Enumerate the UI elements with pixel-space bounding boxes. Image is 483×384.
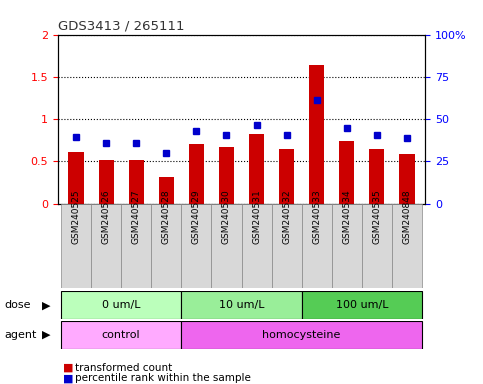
Bar <box>219 147 234 204</box>
Text: ▶: ▶ <box>42 330 50 340</box>
Text: ▶: ▶ <box>42 300 50 310</box>
Bar <box>121 204 151 288</box>
Text: GSM240532: GSM240532 <box>282 189 291 244</box>
Bar <box>61 204 91 288</box>
Bar <box>69 152 84 204</box>
Bar <box>159 177 174 204</box>
Bar <box>392 204 422 288</box>
Text: GSM240533: GSM240533 <box>312 189 321 244</box>
Bar <box>302 204 332 288</box>
Bar <box>212 204 242 288</box>
Text: 10 um/L: 10 um/L <box>219 300 264 310</box>
Text: ■: ■ <box>63 373 73 383</box>
Bar <box>279 149 294 204</box>
Text: GSM240534: GSM240534 <box>342 189 351 244</box>
Text: ■: ■ <box>63 363 73 373</box>
Text: GSM240527: GSM240527 <box>132 189 141 244</box>
Bar <box>302 291 422 319</box>
Text: dose: dose <box>5 300 31 310</box>
Text: GSM240535: GSM240535 <box>372 189 382 244</box>
Bar <box>91 204 121 288</box>
Bar <box>332 204 362 288</box>
Text: transformed count: transformed count <box>75 363 172 373</box>
Text: GSM240530: GSM240530 <box>222 189 231 244</box>
Bar <box>249 134 264 204</box>
Bar <box>61 291 181 319</box>
Bar <box>369 149 384 204</box>
Text: GSM240848: GSM240848 <box>402 189 412 244</box>
Bar <box>189 144 204 204</box>
Bar <box>242 204 271 288</box>
Bar <box>362 204 392 288</box>
Bar <box>181 321 422 349</box>
Bar <box>181 291 302 319</box>
Bar <box>61 321 181 349</box>
Text: percentile rank within the sample: percentile rank within the sample <box>75 373 251 383</box>
Text: GSM240531: GSM240531 <box>252 189 261 244</box>
Bar <box>399 154 414 204</box>
Bar <box>271 204 302 288</box>
Bar <box>128 160 144 204</box>
Bar <box>181 204 212 288</box>
Text: control: control <box>102 330 141 340</box>
Text: GSM240529: GSM240529 <box>192 189 201 244</box>
Text: 0 um/L: 0 um/L <box>102 300 141 310</box>
Text: GSM240525: GSM240525 <box>71 189 81 244</box>
Text: 100 um/L: 100 um/L <box>336 300 388 310</box>
Text: GSM240528: GSM240528 <box>162 189 171 244</box>
Bar <box>151 204 181 288</box>
Bar <box>99 160 114 204</box>
Bar <box>309 65 324 204</box>
Text: homocysteine: homocysteine <box>262 330 341 340</box>
Text: GSM240526: GSM240526 <box>101 189 111 244</box>
Text: agent: agent <box>5 330 37 340</box>
Bar <box>339 141 355 204</box>
Text: GDS3413 / 265111: GDS3413 / 265111 <box>58 19 185 32</box>
